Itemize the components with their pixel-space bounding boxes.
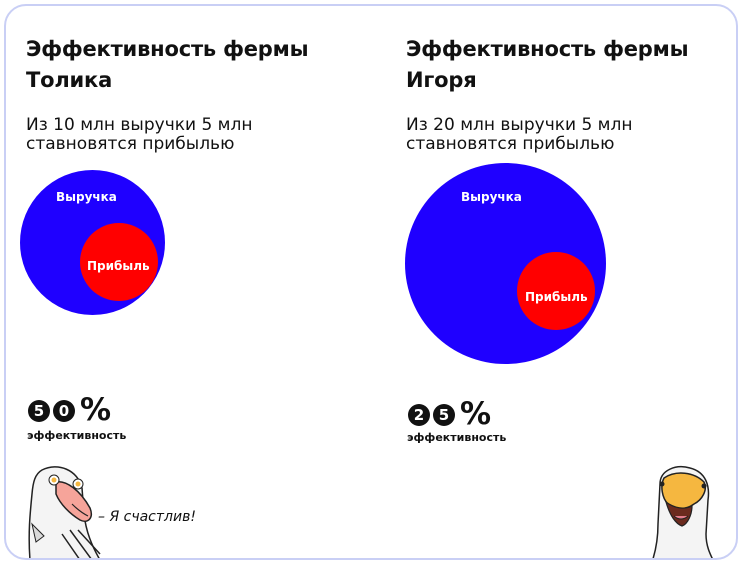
right-title-line2: Игоря	[406, 68, 477, 92]
left-profit-label: Прибыль	[87, 259, 150, 273]
left-revenue-label: Выручка	[56, 190, 117, 204]
right-revenue-label: Выручка	[461, 190, 522, 204]
left-title: Эффективность фермы Толика	[26, 34, 309, 96]
left-percent-sign: %	[80, 392, 112, 428]
goose-quote: – Я счастлив!	[98, 509, 196, 525]
left-efficiency-value: 5 0 %	[28, 395, 111, 426]
right-subtitle-line2: ставновятся прибылью	[406, 134, 615, 154]
right-title-line1: Эффективность фермы	[406, 37, 689, 61]
right-digit-1: 2	[408, 403, 430, 426]
left-title-line1: Эффективность фермы	[26, 37, 309, 61]
left-title-line2: Толика	[26, 68, 113, 92]
right-subtitle: Из 20 млн выручки 5 млн ставновятся приб…	[406, 116, 633, 154]
happy-goose-illustration	[28, 466, 101, 558]
right-title: Эффективность фермы Игоря	[406, 34, 689, 96]
right-efficiency-value: 2 5 %	[408, 399, 491, 430]
left-subtitle: Из 10 млн выручки 5 млн ставновятся приб…	[26, 116, 253, 154]
right-percent-sign: %	[460, 396, 492, 432]
left-efficiency-label: эффективность	[27, 429, 127, 442]
sad-goose-illustration	[652, 466, 713, 558]
infographic-card: Эффективность фермы Толика Из 10 млн выр…	[4, 4, 738, 560]
right-profit-circle	[517, 252, 595, 330]
left-digit-1: 5	[28, 399, 50, 422]
left-subtitle-line1: Из 10 млн выручки 5 млн	[26, 115, 253, 135]
left-digit-2: 0	[53, 399, 75, 422]
right-digit-2: 5	[433, 403, 455, 426]
left-subtitle-line2: ставновятся прибылью	[26, 134, 235, 154]
right-profit-label: Прибыль	[525, 290, 588, 304]
right-subtitle-line1: Из 20 млн выручки 5 млн	[406, 115, 633, 135]
right-efficiency-label: эффективность	[407, 431, 507, 444]
left-profit-circle	[80, 223, 158, 301]
